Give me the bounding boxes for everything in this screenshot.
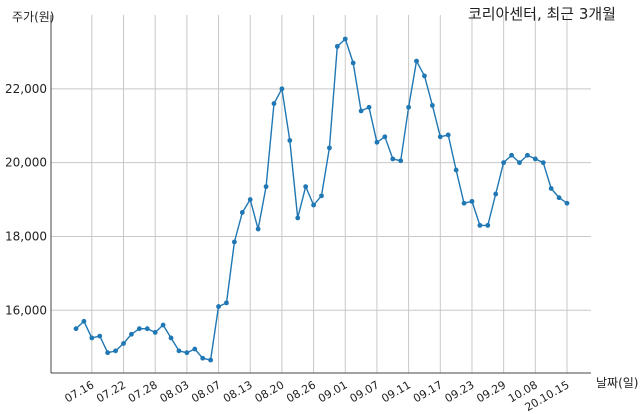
data-point (287, 138, 293, 143)
data-point (247, 197, 253, 202)
data-point (144, 326, 150, 332)
x-tick-label: 09.29 (474, 378, 508, 405)
data-point (168, 335, 174, 341)
data-point (485, 222, 491, 228)
x-tick-label: 08.20 (253, 378, 287, 405)
data-point (366, 104, 372, 110)
data-point (548, 186, 554, 191)
data-point (263, 184, 269, 190)
data-point (532, 156, 538, 162)
x-tick-label: 09.01 (316, 378, 350, 405)
data-point (453, 167, 459, 173)
data-point (184, 350, 190, 356)
data-point (105, 350, 111, 356)
x-tick-label: 09.23 (443, 378, 477, 405)
data-point (176, 348, 182, 354)
data-point (224, 300, 229, 306)
data-point (136, 326, 142, 332)
data-point (200, 355, 206, 361)
data-point (327, 145, 332, 151)
x-tick-label: 08.26 (284, 378, 318, 405)
data-point (525, 152, 530, 158)
series-line (75, 38, 568, 361)
data-point (121, 341, 126, 346)
data-point (390, 156, 396, 162)
data-point (414, 58, 419, 64)
data-point (81, 318, 87, 324)
x-tick-label: 08.13 (221, 378, 255, 405)
data-point (406, 104, 412, 110)
data-point (509, 152, 514, 158)
data-point (469, 198, 475, 204)
x-tick-label: 07.22 (94, 378, 128, 405)
x-tick-label: 07.16 (63, 378, 97, 405)
data-point (129, 331, 134, 337)
data-point (429, 103, 435, 108)
x-tick-label: 09.07 (348, 378, 382, 405)
data-point (271, 101, 277, 106)
data-point (231, 239, 237, 245)
data-point (319, 193, 324, 199)
data-point (477, 222, 483, 228)
data-point (461, 200, 467, 206)
data-point (501, 160, 507, 166)
axis-layer (50, 15, 591, 374)
data-point (564, 200, 570, 206)
x-tick-label: 08.03 (158, 378, 192, 405)
data-point (540, 160, 546, 166)
y-tick-label: 16,000 (5, 303, 47, 317)
data-point (113, 348, 118, 354)
x-tick-label: 09.11 (379, 378, 413, 405)
data-point (374, 139, 380, 145)
y-tick-label: 18,000 (5, 229, 47, 243)
y-tick-label: 22,000 (5, 82, 47, 96)
data-point (255, 226, 261, 232)
data-point (192, 346, 198, 352)
data-point (445, 132, 451, 138)
data-point (97, 333, 103, 339)
data-point (279, 86, 285, 92)
data-point (295, 215, 301, 221)
y-axis-title: 주가(원) (12, 10, 55, 24)
data-point (311, 202, 316, 208)
x-tick-label: 08.07 (189, 378, 223, 405)
data-point (382, 134, 388, 140)
data-point (73, 326, 79, 332)
data-point (517, 160, 522, 166)
x-tick-label: 09.17 (411, 378, 445, 405)
data-point (239, 210, 245, 215)
data-point (398, 158, 404, 164)
chart-title: 코리아센터, 최근 3개월 (467, 5, 616, 23)
data-point (493, 191, 499, 197)
data-point (160, 322, 166, 328)
data-point (89, 335, 95, 341)
data-point (216, 304, 221, 309)
data-point (350, 60, 356, 66)
series-layer (73, 36, 570, 363)
x-axis-title: 날짜(일) (596, 376, 639, 390)
grid-layer (51, 15, 591, 373)
data-point (334, 43, 340, 49)
data-point (358, 108, 364, 114)
x-tick-label: 07.28 (126, 378, 160, 405)
data-point (437, 134, 443, 140)
data-point (342, 36, 348, 42)
data-point (208, 357, 214, 363)
data-point (152, 330, 158, 335)
data-point (303, 184, 309, 190)
data-point (422, 73, 427, 79)
data-point (556, 195, 562, 201)
y-tick-label: 20,000 (5, 156, 47, 170)
